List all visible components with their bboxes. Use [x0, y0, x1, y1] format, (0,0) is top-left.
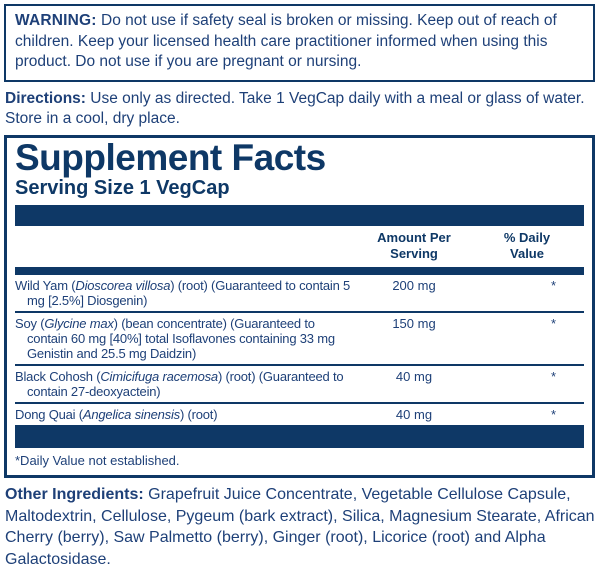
- ingredient-row: Wild Yam (Dioscorea villosa) (root) (Gua…: [15, 275, 584, 314]
- warning-box: WARNING: Do not use if safety seal is br…: [4, 4, 595, 82]
- ingredient-row: Black Cohosh (Cimicifuga racemosa) (root…: [15, 366, 584, 405]
- ingredient-name: Wild Yam (Dioscorea villosa) (root) (Gua…: [15, 278, 351, 309]
- header-bar: [15, 205, 584, 227]
- column-header-amount: Amount Per Serving: [377, 230, 451, 262]
- daily-value-cell: *: [550, 278, 556, 294]
- amount-cell: 40 mg: [395, 407, 433, 423]
- amount-cell: 200 mg: [392, 278, 436, 294]
- daily-value-cell: *: [550, 407, 556, 423]
- other-ingredients-label: Other Ingredients:: [5, 486, 144, 504]
- ingredient-name: Black Cohosh (Cimicifuga racemosa) (root…: [15, 369, 344, 400]
- ingredient-row: Dong Quai (Angelica sinensis) (root) 40 m…: [15, 404, 584, 428]
- warning-text: Do not use if safety seal is broken or m…: [15, 12, 557, 70]
- ingredient-row: Soy (Glycine max) (bean concentrate) (Gu…: [15, 313, 584, 367]
- footnote-bar: [15, 427, 584, 449]
- warning-label: WARNING:: [15, 12, 97, 29]
- daily-value-cell: *: [550, 316, 556, 332]
- amount-cell: 150 mg: [392, 316, 436, 332]
- directions-text: Use only as directed. Take 1 VegCap dail…: [5, 89, 585, 128]
- daily-value-footnote: *Daily Value not established.: [15, 453, 180, 469]
- column-header-daily-value: % Daily Value: [503, 230, 551, 262]
- amount-cell: 40 mg: [395, 369, 433, 385]
- supplement-facts-title: Supplement Facts: [15, 136, 326, 178]
- column-header-spacer: [15, 230, 354, 262]
- serving-size: Serving Size 1 VegCap: [15, 177, 230, 200]
- directions-label: Directions:: [5, 89, 86, 107]
- ingredient-name: Soy (Glycine max) (bean concentrate) (Gu…: [15, 316, 335, 362]
- directions: Directions: Use only as directed. Take 1…: [5, 89, 595, 130]
- other-ingredients: Other Ingredients: Grapefruit Juice Conc…: [5, 484, 595, 570]
- ingredient-name: Dong Quai (Angelica sinensis) (root): [15, 407, 218, 423]
- divider-bar: [15, 267, 584, 276]
- daily-value-cell: *: [550, 369, 556, 385]
- column-headers: Amount Per Serving % Daily Value: [15, 226, 584, 267]
- facts-rows: Wild Yam (Dioscorea villosa) (root) (Gua…: [15, 275, 584, 428]
- supplement-facts-panel: Supplement Facts Serving Size 1 VegCap A…: [4, 134, 595, 479]
